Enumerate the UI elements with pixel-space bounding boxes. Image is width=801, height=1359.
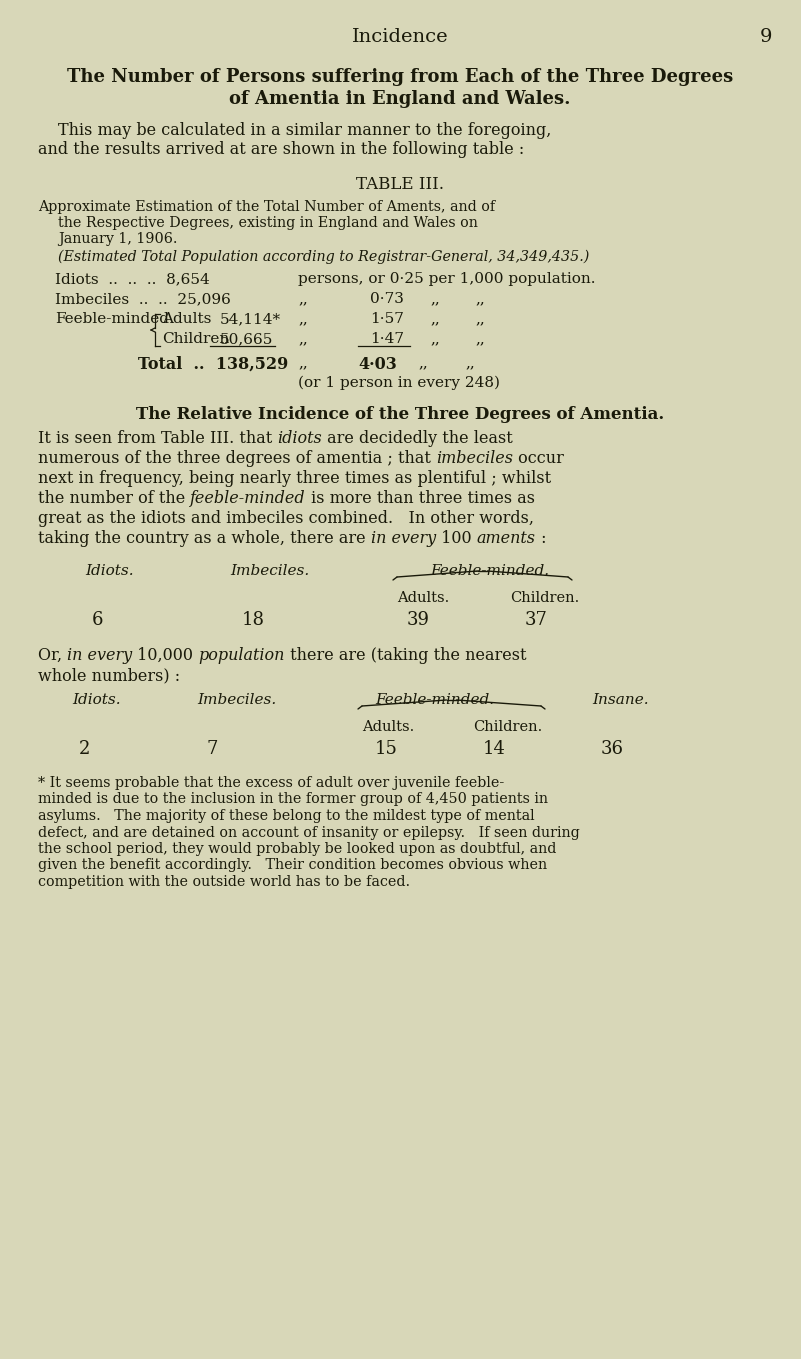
Text: Feeble-minded.: Feeble-minded. — [375, 693, 494, 707]
Text: occur: occur — [513, 450, 564, 467]
Text: Total  ..  138,529: Total .. 138,529 — [138, 356, 288, 372]
Text: Or,: Or, — [38, 647, 67, 665]
Text: is more than three times as: is more than three times as — [306, 491, 535, 507]
Text: Incidence: Incidence — [352, 29, 449, 46]
Text: given the benefit accordingly.   Their condition becomes obvious when: given the benefit accordingly. Their con… — [38, 859, 547, 872]
Text: ,,: ,, — [298, 292, 308, 306]
Text: ,,: ,, — [465, 356, 475, 370]
Text: ,,: ,, — [298, 356, 308, 370]
Text: in every: in every — [67, 647, 132, 665]
Text: The Number of Persons suffering from Each of the Three Degrees: The Number of Persons suffering from Eac… — [66, 68, 733, 86]
Text: 39: 39 — [407, 612, 430, 629]
Text: January 1, 1906.: January 1, 1906. — [58, 232, 178, 246]
Text: are decidedly the least: are decidedly the least — [322, 429, 513, 447]
Text: 6: 6 — [92, 612, 103, 629]
Text: 4·03: 4·03 — [358, 356, 396, 372]
Text: Children.: Children. — [473, 720, 542, 734]
Text: Idiots.: Idiots. — [72, 693, 121, 707]
Text: ,,: ,, — [430, 313, 440, 326]
Text: and the results arrived at are shown in the following table :: and the results arrived at are shown in … — [38, 141, 524, 158]
Text: ,,: ,, — [298, 332, 308, 347]
Text: the number of the: the number of the — [38, 491, 191, 507]
Text: taking the country as a whole, there are: taking the country as a whole, there are — [38, 530, 371, 548]
Text: Adults.: Adults. — [362, 720, 414, 734]
Text: the Respective Degrees, existing in England and Wales on: the Respective Degrees, existing in Engl… — [58, 216, 478, 230]
Text: 7: 7 — [206, 741, 217, 758]
Text: population: population — [199, 647, 285, 665]
Text: aments: aments — [477, 530, 536, 548]
Text: Children: Children — [162, 332, 229, 347]
Text: 2: 2 — [79, 741, 91, 758]
Text: Feeble-minded.: Feeble-minded. — [430, 564, 549, 578]
Text: asylums.   The majority of these belong to the mildest type of mental: asylums. The majority of these belong to… — [38, 809, 534, 824]
Text: ,,: ,, — [475, 292, 485, 306]
Text: Adults: Adults — [162, 313, 211, 326]
Text: :: : — [536, 530, 546, 548]
Text: 9: 9 — [760, 29, 772, 46]
Text: Idiots  ..  ..  ..  8,654: Idiots .. .. .. 8,654 — [55, 272, 210, 285]
Text: Approximate Estimation of the Total Number of Aments, and of: Approximate Estimation of the Total Numb… — [38, 200, 495, 213]
Text: Imbeciles.: Imbeciles. — [230, 564, 309, 578]
Text: there are (taking the nearest: there are (taking the nearest — [285, 647, 526, 665]
Text: It is seen from Table III. that: It is seen from Table III. that — [38, 429, 277, 447]
Text: 37: 37 — [525, 612, 548, 629]
Text: ,,: ,, — [298, 313, 308, 326]
Text: whole numbers) :: whole numbers) : — [38, 667, 180, 684]
Text: 50,665: 50,665 — [220, 332, 273, 347]
Text: ,,: ,, — [430, 292, 440, 306]
Text: of Amentia in England and Wales.: of Amentia in England and Wales. — [229, 90, 571, 107]
Text: 36: 36 — [601, 741, 624, 758]
Text: TABLE III.: TABLE III. — [356, 177, 444, 193]
Text: Insane.: Insane. — [592, 693, 649, 707]
Text: Idiots.: Idiots. — [85, 564, 134, 578]
Text: ,,: ,, — [430, 332, 440, 347]
Text: ,,: ,, — [475, 313, 485, 326]
Text: 100: 100 — [436, 530, 477, 548]
Text: 1·57: 1·57 — [370, 313, 404, 326]
Text: Imbeciles.: Imbeciles. — [197, 693, 276, 707]
Text: (or 1 person in every 248): (or 1 person in every 248) — [298, 376, 500, 390]
Text: feeble-minded: feeble-minded — [191, 491, 306, 507]
Text: * It seems probable that the excess of adult over juvenile feeble-: * It seems probable that the excess of a… — [38, 776, 505, 790]
Text: 1·47: 1·47 — [370, 332, 404, 347]
Text: the school period, they would probably be looked upon as doubtful, and: the school period, they would probably b… — [38, 843, 557, 856]
Text: 0·73: 0·73 — [370, 292, 404, 306]
Text: 15: 15 — [375, 741, 398, 758]
Text: minded is due to the inclusion in the former group of 4,450 patients in: minded is due to the inclusion in the fo… — [38, 792, 548, 806]
Text: defect, and are detained on account of insanity or epilepsy.   If seen during: defect, and are detained on account of i… — [38, 825, 580, 840]
Text: ,,: ,, — [418, 356, 428, 370]
Text: imbeciles: imbeciles — [436, 450, 513, 467]
Text: Adults.: Adults. — [397, 591, 449, 605]
Text: idiots: idiots — [277, 429, 322, 447]
Text: numerous of the three degrees of amentia ; that: numerous of the three degrees of amentia… — [38, 450, 436, 467]
Text: in every: in every — [371, 530, 436, 548]
Text: persons, or 0·25 per 1,000 population.: persons, or 0·25 per 1,000 population. — [298, 272, 595, 285]
Text: 14: 14 — [483, 741, 506, 758]
Text: 18: 18 — [242, 612, 265, 629]
Text: This may be calculated in a similar manner to the foregoing,: This may be calculated in a similar mann… — [58, 122, 551, 139]
Text: (Estimated Total Population according to Registrar-General, 34,349,435.): (Estimated Total Population according to… — [58, 250, 590, 265]
Text: The Relative Incidence of the Three Degrees of Amentia.: The Relative Incidence of the Three Degr… — [136, 406, 664, 423]
Text: Imbeciles  ..  ..  25,096: Imbeciles .. .. 25,096 — [55, 292, 231, 306]
Text: 54,114*: 54,114* — [220, 313, 281, 326]
Text: ,,: ,, — [475, 332, 485, 347]
Text: next in frequency, being nearly three times as plentiful ; whilst: next in frequency, being nearly three ti… — [38, 470, 551, 487]
Text: Feeble-minded: Feeble-minded — [55, 313, 169, 326]
Text: Children.: Children. — [510, 591, 579, 605]
Text: competition with the outside world has to be faced.: competition with the outside world has t… — [38, 875, 410, 889]
Text: great as the idiots and imbeciles combined.   In other words,: great as the idiots and imbeciles combin… — [38, 510, 534, 527]
Text: 10,000: 10,000 — [132, 647, 199, 665]
